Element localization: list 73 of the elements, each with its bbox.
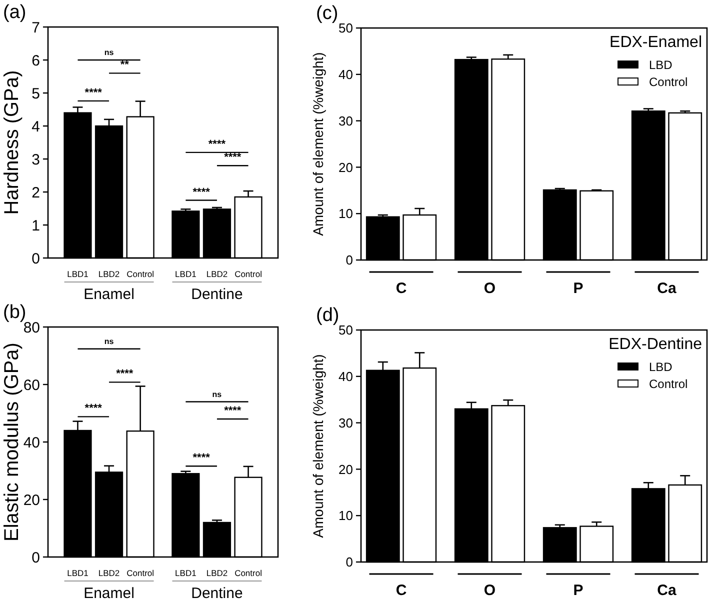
y-axis-title: Amount of element (%weight) xyxy=(310,354,326,538)
annotation: **** xyxy=(116,368,134,380)
chart-title: (a) xyxy=(3,2,26,23)
y-axis-title: Hardness (GPa) xyxy=(1,70,23,215)
y-tick-label: 30 xyxy=(338,113,353,128)
x-tick-label: LBD2 xyxy=(98,568,120,578)
annotation: **** xyxy=(192,186,211,198)
y-tick-label: 20 xyxy=(23,492,40,509)
annotation: **** xyxy=(224,152,242,164)
x-tick-label: LBD1 xyxy=(175,568,197,578)
y-tick-label: 0 xyxy=(346,252,353,268)
y-tick-label: 0 xyxy=(32,250,40,268)
x-tick-label: O xyxy=(484,582,496,599)
legend-label: Control xyxy=(649,377,688,392)
x-tick-label: LBD2 xyxy=(98,269,120,279)
text: Dentine xyxy=(191,585,243,601)
y-tick-label: 3 xyxy=(32,151,40,168)
y-tick-label: 4 xyxy=(32,118,40,136)
text: Dentine xyxy=(191,286,243,303)
y-axis-title: Elastic modulus (GPa) xyxy=(1,342,23,542)
y-tick-label: 50 xyxy=(338,20,353,36)
annotation: **** xyxy=(84,86,103,99)
x-tick-label: Control xyxy=(234,568,262,578)
y-tick-label: 6 xyxy=(32,52,40,70)
x-tick-label: LBD2 xyxy=(206,568,228,578)
y-tick-label: 7 xyxy=(32,19,40,36)
x-tick-label: C xyxy=(396,582,407,599)
annotation: ** xyxy=(120,59,130,72)
chart-title: (d) xyxy=(316,305,340,326)
annotation: **** xyxy=(84,402,103,415)
annotation: ns xyxy=(104,48,114,58)
annotation: **** xyxy=(224,405,242,417)
annotation: ns xyxy=(104,336,114,346)
x-tick-label: Control xyxy=(234,269,262,279)
y-tick-label: 20 xyxy=(338,160,353,175)
y-tick-label: 40 xyxy=(338,368,353,384)
x-tick-label: LBD1 xyxy=(67,269,89,279)
y-tick-label: 5 xyxy=(32,85,40,102)
annotation: ns xyxy=(212,390,222,399)
x-tick-label: LBD1 xyxy=(67,568,89,578)
y-tick-label: 60 xyxy=(23,376,40,394)
legend-label: Control xyxy=(649,75,688,90)
text: Enamel xyxy=(84,585,134,601)
x-tick-label: P xyxy=(573,280,584,297)
legend-title: EDX-Enamel xyxy=(610,34,702,51)
annotation: **** xyxy=(208,138,226,150)
y-tick-label: 10 xyxy=(338,206,353,222)
annotation: **** xyxy=(192,452,211,464)
y-tick-label: 30 xyxy=(338,415,353,430)
y-tick-label: 2 xyxy=(32,184,40,202)
legend-title: EDX-Dentine xyxy=(608,336,702,353)
legend-label: LBD xyxy=(649,360,673,374)
legend-label: LBD xyxy=(649,58,673,72)
y-tick-label: 20 xyxy=(338,462,353,477)
y-tick-label: 10 xyxy=(338,508,353,524)
chart-title: (c) xyxy=(316,3,338,24)
x-tick-label: Control xyxy=(126,269,154,279)
x-tick-label: O xyxy=(484,280,496,297)
y-tick-label: 40 xyxy=(23,434,40,452)
y-tick-label: 50 xyxy=(338,322,353,338)
y-tick-label: 40 xyxy=(338,66,353,82)
y-tick-label: 0 xyxy=(346,554,353,570)
x-tick-label: Ca xyxy=(657,582,677,599)
x-tick-label: LBD2 xyxy=(206,269,228,279)
y-axis-title: Amount of element (%weight) xyxy=(310,52,326,236)
text: Enamel xyxy=(84,286,134,303)
x-tick-label: Control xyxy=(126,568,154,578)
y-tick-label: 0 xyxy=(32,549,40,566)
x-tick-label: Ca xyxy=(657,280,677,297)
x-tick-label: LBD1 xyxy=(175,269,197,279)
y-tick-label: 1 xyxy=(32,217,40,234)
x-tick-label: P xyxy=(573,582,584,599)
x-tick-label: C xyxy=(396,280,407,297)
